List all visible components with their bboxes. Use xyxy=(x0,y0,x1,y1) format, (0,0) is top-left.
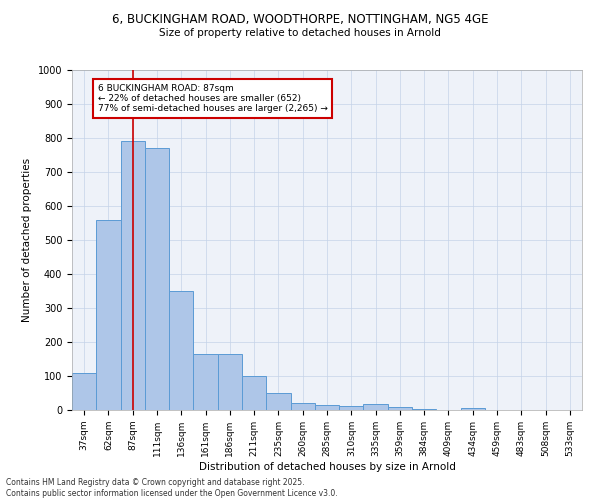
Bar xyxy=(339,406,364,410)
Bar xyxy=(266,393,290,410)
Bar xyxy=(169,291,193,410)
Bar xyxy=(218,354,242,410)
Text: Size of property relative to detached houses in Arnold: Size of property relative to detached ho… xyxy=(159,28,441,38)
Bar xyxy=(315,405,339,410)
Bar xyxy=(388,406,412,410)
Bar xyxy=(242,376,266,410)
Y-axis label: Number of detached properties: Number of detached properties xyxy=(22,158,32,322)
Text: Contains HM Land Registry data © Crown copyright and database right 2025.
Contai: Contains HM Land Registry data © Crown c… xyxy=(6,478,338,498)
Bar xyxy=(364,404,388,410)
Bar xyxy=(96,220,121,410)
Bar xyxy=(121,142,145,410)
Bar xyxy=(193,354,218,410)
Bar xyxy=(461,408,485,410)
X-axis label: Distribution of detached houses by size in Arnold: Distribution of detached houses by size … xyxy=(199,462,455,471)
Text: 6 BUCKINGHAM ROAD: 87sqm
← 22% of detached houses are smaller (652)
77% of semi-: 6 BUCKINGHAM ROAD: 87sqm ← 22% of detach… xyxy=(97,84,328,114)
Text: 6, BUCKINGHAM ROAD, WOODTHORPE, NOTTINGHAM, NG5 4GE: 6, BUCKINGHAM ROAD, WOODTHORPE, NOTTINGH… xyxy=(112,12,488,26)
Bar xyxy=(72,372,96,410)
Bar xyxy=(290,403,315,410)
Bar xyxy=(145,148,169,410)
